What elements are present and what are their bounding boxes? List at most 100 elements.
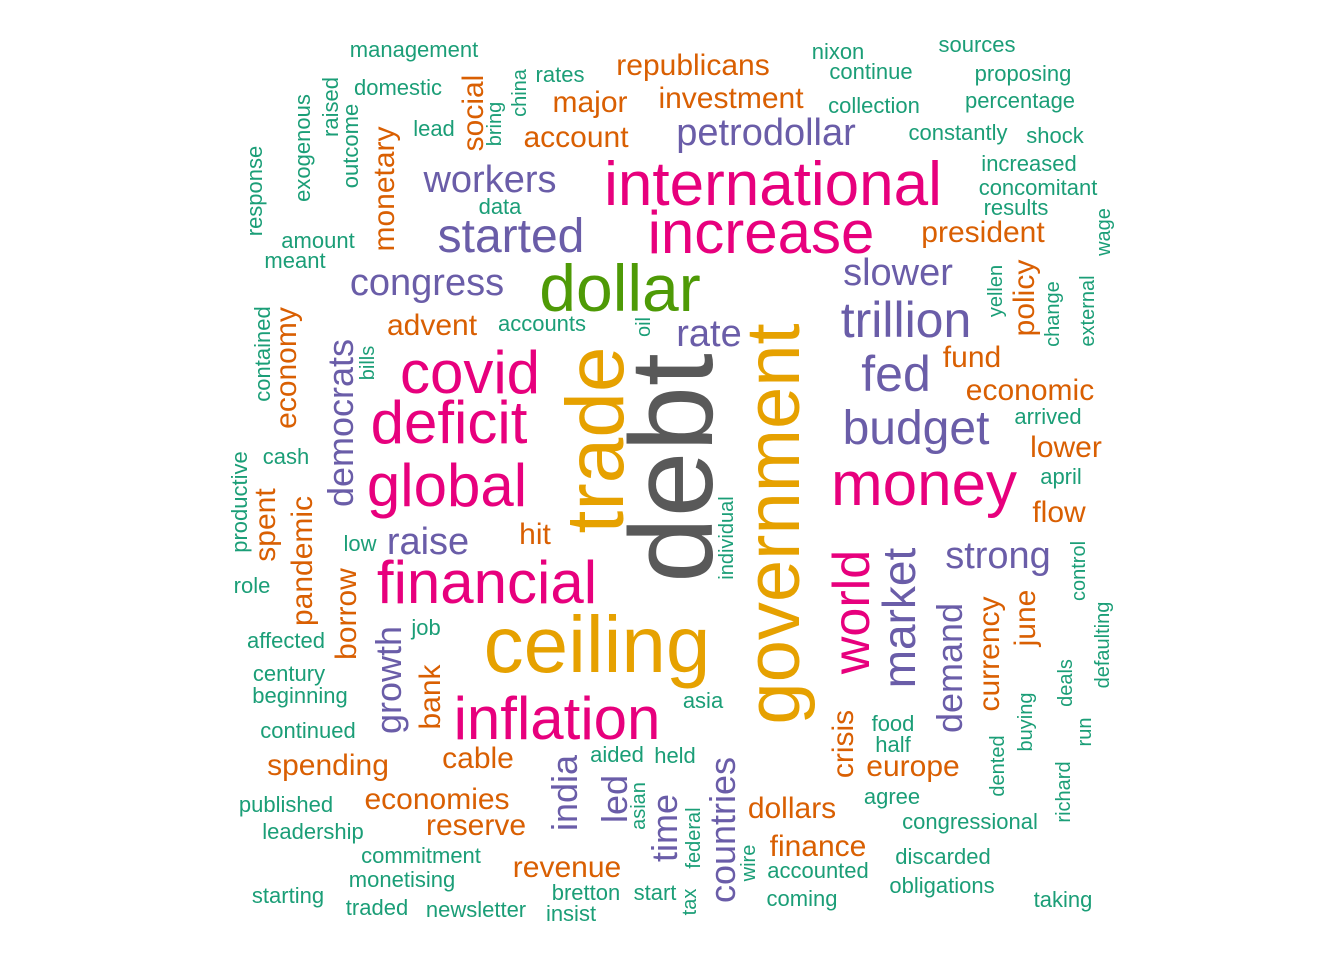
word-budget: budget (842, 402, 990, 455)
word-arrived: arrived (1014, 404, 1082, 429)
word-control: control (1068, 540, 1090, 602)
word-trade: trade (550, 346, 641, 534)
word-constantly: constantly (908, 120, 1008, 145)
word-federal: federal (683, 807, 705, 869)
word-inflation: inflation (453, 685, 661, 752)
word-leadership: leadership (262, 819, 364, 844)
word-meant: meant (264, 248, 326, 273)
word-republicans: republicans (616, 49, 770, 82)
word-productive: productive (227, 451, 252, 553)
word-petrodollar: petrodollar (676, 112, 856, 154)
word-currency: currency (973, 596, 1006, 712)
word-nixon: nixon (811, 39, 865, 64)
word-collection: collection (828, 93, 920, 118)
word-wage: wage (1093, 208, 1115, 256)
word-buying: buying (1015, 692, 1037, 752)
word-percentage: percentage (964, 88, 1076, 113)
word-increase: increase (647, 199, 875, 266)
word-congress: congress (349, 262, 505, 304)
word-hit: hit (519, 518, 551, 551)
word-slower: slower (843, 252, 953, 294)
word-money: money (830, 450, 1018, 519)
word-beginning: beginning (252, 683, 348, 708)
word-crisis: crisis (827, 709, 860, 779)
word-oil: oil (633, 316, 655, 338)
word-monetary: monetary (368, 126, 401, 252)
word-major: major (552, 86, 628, 119)
word-revenue: revenue (512, 851, 622, 884)
word-fund: fund (942, 341, 1002, 374)
word-financial: financial (376, 549, 598, 616)
word-traded: traded (345, 895, 409, 920)
word-world: world (823, 549, 881, 675)
word-shock: shock (1026, 123, 1084, 148)
word-dollar: dollar (539, 251, 701, 325)
word-agree: agree (863, 784, 921, 809)
word-accounted: accounted (767, 858, 869, 883)
word-increased: increased (981, 151, 1077, 176)
word-outcome: outcome (338, 103, 363, 189)
word-fed: fed (861, 346, 931, 402)
word-rate: rate (676, 313, 742, 355)
word-policy: policy (1008, 259, 1041, 337)
word-monetising: monetising (348, 867, 456, 892)
word-defaulting: defaulting (1092, 601, 1114, 689)
word-century: century (252, 661, 326, 686)
word-market: market (873, 547, 925, 689)
word-bank: bank (414, 664, 447, 730)
word-asia: asia (682, 688, 724, 713)
word-lead: lead (413, 116, 455, 141)
word-growth: growth (368, 625, 409, 735)
word-accounts: accounts (497, 311, 587, 336)
word-flow: flow (1032, 496, 1086, 529)
word-amount: amount (281, 228, 355, 253)
word-time: time (644, 793, 685, 863)
word-continue: continue (829, 59, 913, 84)
word-continued: continued (260, 718, 356, 743)
word-wire: wire (738, 844, 760, 882)
word-finance: finance (769, 830, 867, 863)
word-data: data (478, 194, 522, 219)
word-deficit: deficit (370, 389, 528, 456)
word-sources: sources (938, 32, 1016, 57)
word-concomitant: concomitant (978, 175, 1098, 200)
word-external: external (1077, 275, 1099, 347)
word-raise: raise (386, 521, 470, 563)
word-published: published (238, 792, 334, 817)
word-insist: insist (545, 901, 597, 926)
word-account: account (523, 121, 629, 154)
word-proposing: proposing (974, 61, 1072, 86)
word-aided: aided (590, 742, 644, 767)
word-global: global (366, 452, 528, 519)
word-china: china (509, 69, 531, 117)
word-run: run (1074, 717, 1096, 747)
word-half: half (875, 732, 911, 757)
word-april: april (1040, 464, 1082, 489)
word-trillion: trillion (840, 292, 972, 348)
word-results: results (983, 195, 1049, 220)
word-dented: dented (987, 735, 1009, 797)
word-bring: bring (484, 101, 506, 147)
word-obligations: obligations (889, 873, 995, 898)
word-countries: countries (702, 756, 743, 904)
word-yellen: yellen (985, 264, 1007, 318)
word-reserve: reserve (425, 809, 527, 842)
word-taking: taking (1033, 887, 1093, 912)
word-tax: tax (679, 888, 701, 916)
word-start: start (633, 880, 677, 905)
word-lower: lower (1030, 431, 1102, 464)
word-congressional: congressional (902, 809, 1038, 834)
word-richard: richard (1053, 761, 1075, 823)
word-demand: demand (929, 602, 970, 734)
word-covid: covid (399, 339, 541, 406)
word-domestic: domestic (353, 75, 443, 100)
word-change: change (1042, 281, 1064, 347)
word-management: management (349, 37, 479, 62)
word-job: job (411, 615, 441, 640)
word-international: international (604, 150, 942, 219)
word-affected: affected (247, 628, 325, 653)
word-exogenous: exogenous (290, 94, 315, 202)
word-strong: strong (945, 535, 1051, 577)
word-ceiling: ceiling (483, 600, 711, 689)
word-asian: asian (628, 782, 650, 830)
